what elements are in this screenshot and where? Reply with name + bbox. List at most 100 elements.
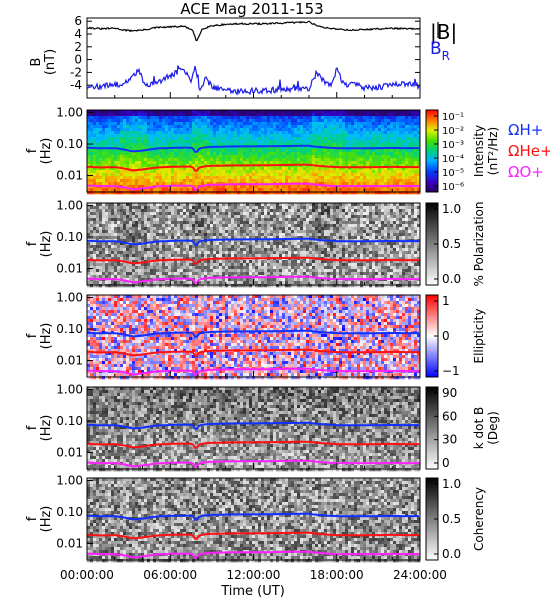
spectrogram-cell bbox=[156, 134, 160, 138]
spectrogram-cell bbox=[300, 137, 304, 141]
spectrogram-cell bbox=[261, 155, 265, 159]
spectrogram-cell bbox=[417, 164, 421, 168]
spectrogram-cell bbox=[258, 140, 262, 144]
spectrogram-cell bbox=[393, 176, 397, 180]
spectrogram-cell bbox=[339, 119, 343, 123]
spectrogram-cell bbox=[198, 164, 202, 168]
spectrogram-cell bbox=[366, 152, 370, 156]
spectrogram-cell bbox=[114, 275, 118, 279]
spectrogram-cell bbox=[336, 113, 340, 117]
spectrogram-cell bbox=[270, 161, 274, 165]
spectrogram-cell bbox=[237, 179, 241, 183]
spectrogram-cell bbox=[330, 113, 334, 117]
spectrogram-cell bbox=[126, 170, 130, 174]
spectrogram-cell bbox=[108, 110, 112, 114]
spectrogram-cell bbox=[144, 224, 148, 228]
spectrogram-cell bbox=[207, 227, 211, 231]
spectrogram-cell bbox=[90, 140, 94, 144]
spectrogram-cell bbox=[120, 212, 124, 216]
spectrogram-cell bbox=[324, 134, 328, 138]
spectrogram-cell bbox=[108, 215, 112, 219]
spectrogram-cell bbox=[324, 113, 328, 117]
spectrogram-cell bbox=[327, 158, 331, 162]
spectrogram-cell bbox=[288, 161, 292, 165]
spectrogram-cell bbox=[195, 233, 199, 237]
spectrogram-cell bbox=[231, 254, 235, 258]
spectrogram-cell bbox=[261, 146, 265, 150]
spectrogram-cell bbox=[207, 251, 211, 255]
spectrogram-cell bbox=[105, 221, 109, 225]
spectrogram-cell bbox=[123, 137, 127, 141]
spectrogram-cell bbox=[282, 158, 286, 162]
spectrogram-cell bbox=[168, 116, 172, 120]
spectrogram-cell bbox=[249, 212, 253, 216]
spectrogram-cell bbox=[186, 149, 190, 153]
spectrogram-cell bbox=[129, 146, 133, 150]
spectrogram-cell bbox=[219, 140, 223, 144]
spectrogram-cell bbox=[243, 242, 247, 246]
spectrogram-cell bbox=[111, 203, 115, 207]
spectrogram-cell bbox=[117, 170, 121, 174]
spectrogram-cell bbox=[324, 131, 328, 135]
spectrogram-cell bbox=[414, 116, 418, 120]
legend-entry: ΩH+ bbox=[508, 121, 543, 139]
spectrogram-cell bbox=[129, 170, 133, 174]
spectrogram-cell bbox=[240, 122, 244, 126]
spectrogram-cell bbox=[195, 260, 199, 264]
spectrogram-cell bbox=[357, 143, 361, 147]
spectrogram-cell bbox=[189, 284, 193, 288]
spectrogram-cell bbox=[333, 152, 337, 156]
spectrogram-cell bbox=[207, 215, 211, 219]
spectrogram-cell bbox=[240, 260, 244, 264]
spectrogram-cell bbox=[354, 161, 358, 165]
spectrogram-cell bbox=[237, 215, 241, 219]
spectrogram-cell bbox=[279, 209, 283, 213]
spectrogram-cell bbox=[384, 128, 388, 132]
spectrogram-cell bbox=[372, 137, 376, 141]
spectrogram-cell bbox=[411, 137, 415, 141]
spectrogram-cell bbox=[273, 110, 277, 114]
spectrogram-cell bbox=[252, 110, 256, 114]
spectrogram-cell bbox=[249, 248, 253, 252]
spectrogram-cell bbox=[213, 134, 217, 138]
spectrogram-cell bbox=[204, 218, 208, 222]
spectrogram-cell bbox=[138, 134, 142, 138]
spectrogram-cell bbox=[243, 188, 247, 192]
spectrogram-cell bbox=[252, 134, 256, 138]
spectrogram-cell bbox=[222, 245, 226, 249]
spectrogram-cell bbox=[375, 122, 379, 126]
spectrogram-cell bbox=[381, 158, 385, 162]
spectrogram-cell bbox=[405, 140, 409, 144]
spectrogram-cell bbox=[177, 140, 181, 144]
spectrogram-cell bbox=[105, 212, 109, 216]
spectrogram-cell bbox=[231, 125, 235, 129]
spectrogram-cell bbox=[150, 188, 154, 192]
spectrogram-cell bbox=[156, 257, 160, 261]
spectrogram-cell bbox=[288, 131, 292, 135]
spectrogram-cell bbox=[336, 134, 340, 138]
spectrogram-cell bbox=[261, 212, 265, 216]
spectrogram-cell bbox=[267, 233, 271, 237]
spectrogram-cell bbox=[267, 251, 271, 255]
spectrogram-cell bbox=[291, 146, 295, 150]
spectrogram-cell bbox=[231, 161, 235, 165]
legend-entry: ΩO+ bbox=[508, 163, 544, 181]
spectrogram-cell bbox=[291, 158, 295, 162]
spectrogram-cell bbox=[216, 209, 220, 213]
spectrogram-cell bbox=[279, 212, 283, 216]
spectrogram-cell bbox=[93, 242, 97, 246]
spectrogram-cell bbox=[261, 236, 265, 240]
spectrogram-cell bbox=[414, 119, 418, 123]
spectrogram-cell bbox=[264, 215, 268, 219]
spectrogram-cell bbox=[249, 167, 253, 171]
spectrogram-cell bbox=[156, 254, 160, 258]
spectrogram-cell bbox=[363, 137, 367, 141]
spectrogram-cell bbox=[132, 263, 136, 267]
spectrogram-cell bbox=[207, 134, 211, 138]
spectrogram-cell bbox=[228, 215, 232, 219]
spectrogram-cell bbox=[276, 227, 280, 231]
spectrogram-cell bbox=[327, 110, 331, 114]
spectrogram-cell bbox=[336, 152, 340, 156]
spectrogram-cell bbox=[117, 122, 121, 126]
spectrogram-cell bbox=[129, 140, 133, 144]
